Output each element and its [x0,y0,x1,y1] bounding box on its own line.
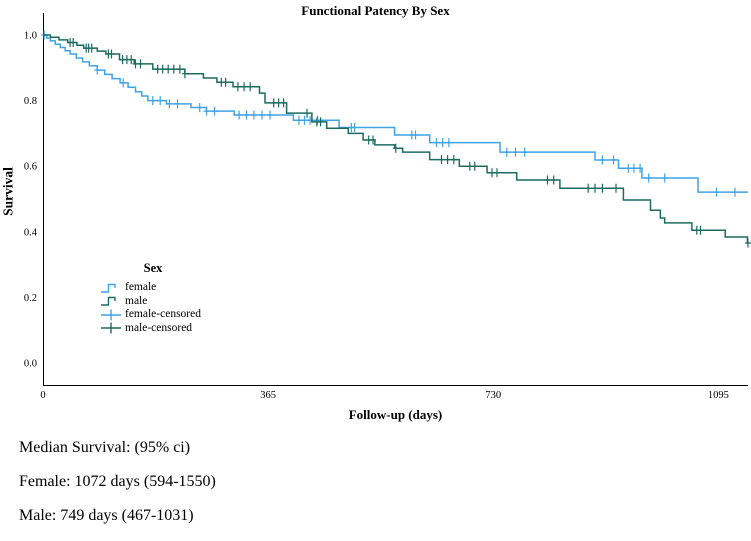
legend-censor-swatch-male [101,322,121,334]
y-tick-label: 0.6 [24,162,37,173]
censor-marks-female [41,30,738,197]
km-plot-canvas: 0 365 730 1095 0.0 0.2 0.4 0.6 0.8 1.0 [24,13,751,401]
y-tick-label: 0.4 [24,227,38,238]
legend-title: Sex [143,261,163,275]
legend-censor-swatch-female [101,309,121,321]
median-survival-male: Male: 749 days (467-1031) [19,507,194,524]
legend-item-male: male [92,295,242,309]
x-tick-label: 1095 [708,390,729,401]
legend-item-label: male-censored [125,321,193,334]
km-curve-male [43,34,749,244]
y-tick-label: 1.0 [24,31,37,42]
median-survival-footer: Median Survival: (95% ci) Female: 1072 d… [19,438,719,540]
legend-step-swatch-female [101,283,116,293]
legend-step-swatch-male [101,297,116,306]
axes [43,13,748,386]
y-tick-label: 0.0 [24,359,37,370]
chart-title: Functional Patency By Sex [301,3,450,18]
median-survival-heading: Median Survival: (95% ci) [19,439,191,456]
median-survival-female: Female: 1072 days (594-1550) [19,473,216,490]
y-tick-label: 0.8 [24,96,37,107]
x-tick-label: 0 [40,390,45,401]
legend-item-male-censored: male-censored [92,322,242,336]
legend-item-label: female-censored [125,308,201,321]
legend: Sex female male female-censored male-censor… [92,261,242,335]
x-axis-title: Follow-up (days) [348,407,443,422]
legend-item-female: female [92,281,242,295]
legend-item-label: female [125,281,157,294]
x-tick-label: 730 [485,390,501,401]
censor-marks-male [67,38,751,248]
legend-item-label: male [125,294,148,307]
y-tick-label: 0.2 [24,293,37,304]
legend-item-female-censored: female-censored [92,308,242,322]
x-tick-label: 365 [260,390,276,401]
km-curve-female [43,34,748,193]
